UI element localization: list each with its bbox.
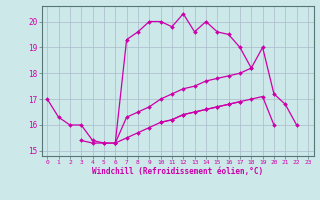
X-axis label: Windchill (Refroidissement éolien,°C): Windchill (Refroidissement éolien,°C) bbox=[92, 167, 263, 176]
